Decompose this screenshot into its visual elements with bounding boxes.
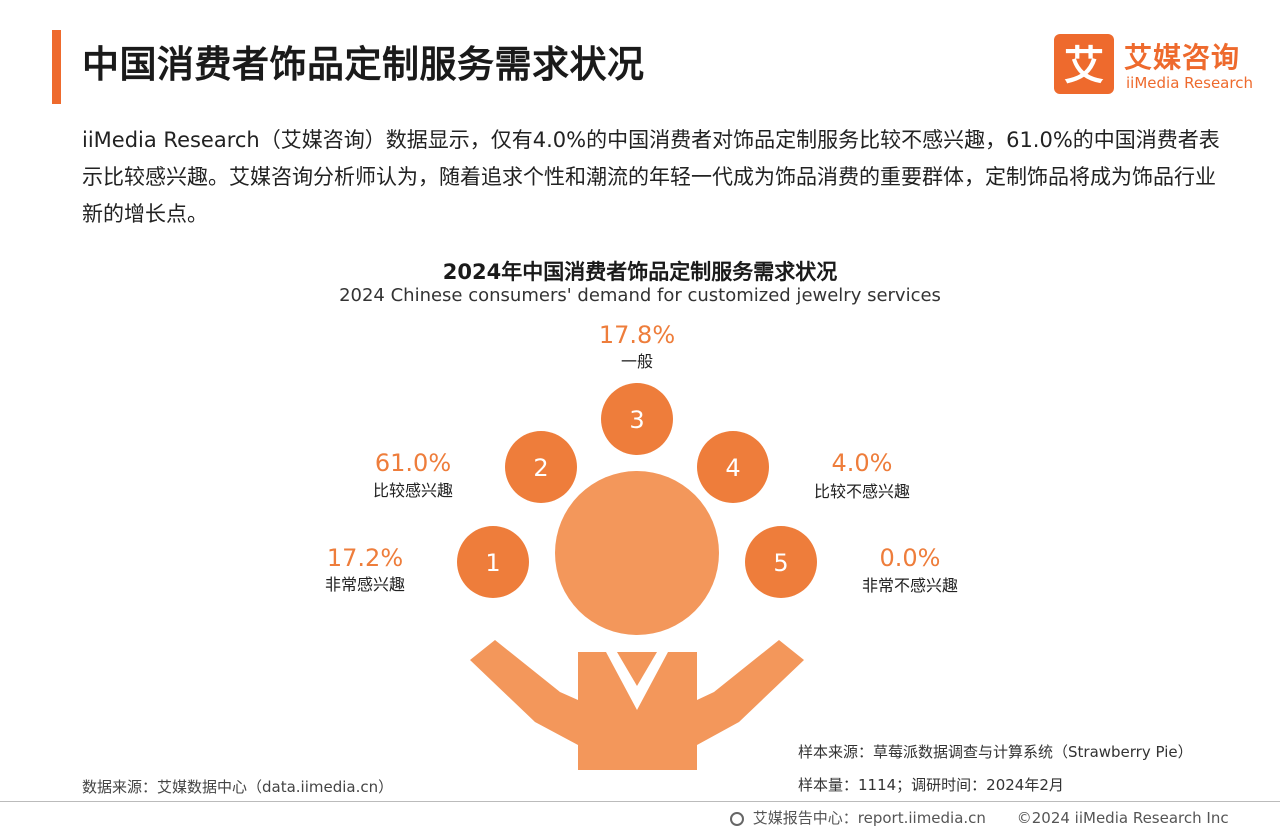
intro-paragraph: iiMedia Research（艾媒咨询）数据显示，仅有4.0%的中国消费者对… <box>82 128 1220 226</box>
logo-text-en: iiMedia Research <box>1126 74 1253 92</box>
logo-mark-icon: 艾 <box>1054 34 1114 94</box>
data-source: 数据来源：艾媒数据中心（data.iimedia.cn） <box>82 778 394 796</box>
logo-text-cn: 艾媒咨询 <box>1124 41 1241 74</box>
marker-circle-1 <box>457 526 529 598</box>
category-label-1: 非常感兴趣 <box>325 575 405 594</box>
title-accent-bar <box>52 30 61 104</box>
figure-left-arm <box>470 640 578 745</box>
marker-circle-2 <box>505 431 577 503</box>
report-center-link[interactable]: 艾媒报告中心：report.iimedia.cn <box>752 809 986 827</box>
sample-source: 样本来源：草莓派数据调查与计算系统（Strawberry Pie） <box>798 743 1193 761</box>
chart-title: 2024年中国消费者饰品定制服务需求状况 <box>442 260 838 284</box>
chart-subtitle: 2024 Chinese consumers' demand for custo… <box>339 285 941 306</box>
marker-circle-4 <box>697 431 769 503</box>
figure-head <box>555 471 719 635</box>
marker-number-2: 2 <box>533 454 548 482</box>
value-label-2: 61.0% <box>375 449 451 477</box>
sample-size: 样本量：1114；调研时间：2024年2月 <box>798 776 1064 794</box>
value-label-4: 4.0% <box>832 449 893 477</box>
marker-number-3: 3 <box>629 406 644 434</box>
copyright: ©2024 iiMedia Research Inc <box>1016 809 1229 827</box>
category-label-2: 比较感兴趣 <box>373 481 453 500</box>
category-label-5: 非常不感兴趣 <box>862 576 958 595</box>
marker-circle-3 <box>601 383 673 455</box>
marker-number-1: 1 <box>485 549 500 577</box>
marker-circle-5 <box>745 526 817 598</box>
marker-number-4: 4 <box>725 454 740 482</box>
marker-number-5: 5 <box>773 549 788 577</box>
value-label-1: 17.2% <box>327 544 403 572</box>
figure-body <box>578 652 697 770</box>
category-label-4: 比较不感兴趣 <box>814 482 910 501</box>
logo-mark-glyph: 艾 <box>1064 43 1104 89</box>
page-title: 中国消费者饰品定制服务需求状况 <box>82 43 645 86</box>
figure-collar <box>617 652 657 686</box>
category-label-3: 一般 <box>621 352 653 371</box>
footer-right: 艾媒报告中心：report.iimedia.cn ©2024 iiMedia R… <box>730 807 1229 828</box>
person-figure-icon <box>470 471 804 770</box>
value-label-3: 17.8% <box>599 321 675 349</box>
iimedia-logo: 艾 艾媒咨询 iiMedia Research <box>1054 34 1264 96</box>
footer-divider <box>0 801 1280 802</box>
globe-icon <box>730 812 744 826</box>
figure-right-arm <box>697 640 804 745</box>
value-label-5: 0.0% <box>880 544 941 572</box>
